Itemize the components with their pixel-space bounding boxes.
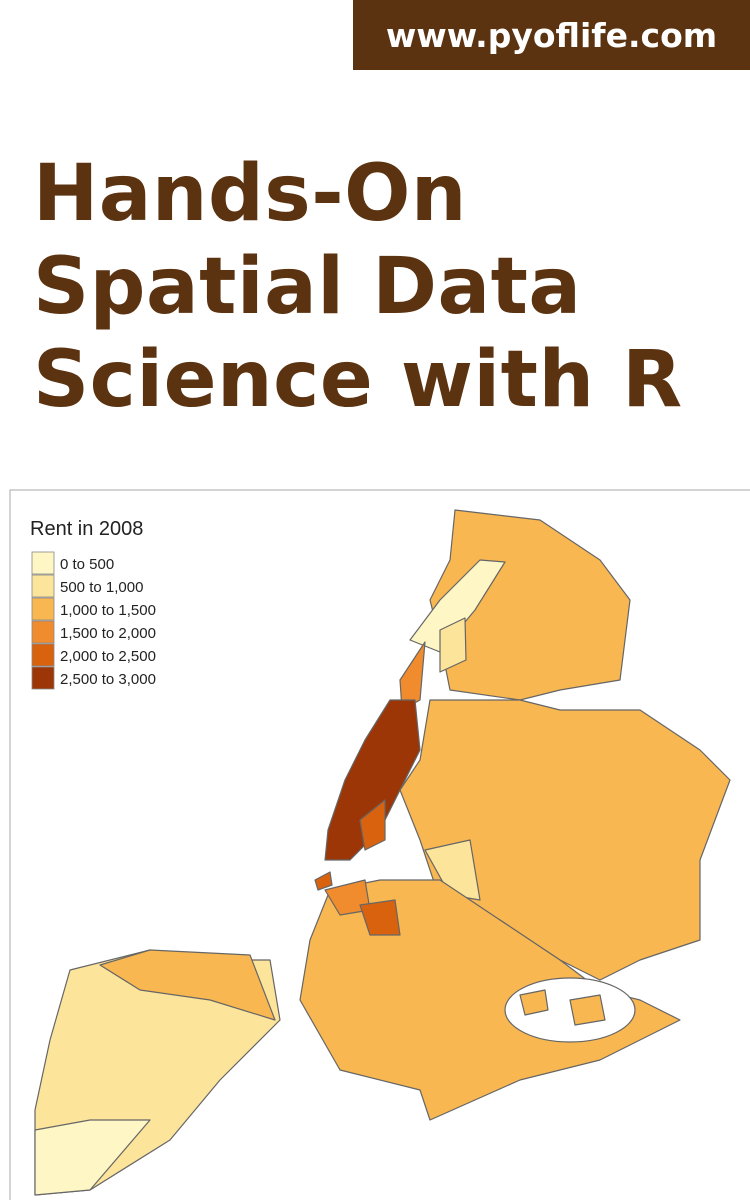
site-url: www.pyoflife.com — [353, 0, 750, 70]
region — [359, 899, 401, 936]
region — [439, 617, 467, 673]
legend-label: 0 to 500 — [60, 556, 114, 573]
legend-swatch — [31, 574, 55, 598]
region — [424, 839, 481, 901]
title-line: Spatial Data — [33, 242, 582, 332]
legend-swatch — [31, 620, 55, 644]
legend-swatch — [31, 551, 55, 575]
region — [314, 871, 333, 891]
legend-swatch — [31, 666, 55, 690]
legend-label: 500 to 1,000 — [60, 579, 143, 596]
legend-label: 2,500 to 3,000 — [60, 671, 156, 688]
legend-label: 1,000 to 1,500 — [60, 602, 156, 619]
legend-label: 1,500 to 2,000 — [60, 625, 156, 642]
region — [99, 949, 276, 1021]
region — [429, 509, 631, 701]
region — [34, 1119, 151, 1196]
title-line: Hands-On — [33, 149, 467, 239]
legend: 0 to 500 500 to 1,000 1,000 to 1,500 1,500 … — [31, 551, 156, 690]
legend-label: 2,000 to 2,500 — [60, 648, 156, 665]
region — [299, 879, 681, 1121]
legend-swatch — [31, 643, 55, 667]
region — [569, 994, 606, 1026]
boroughs — [34, 509, 731, 1196]
region — [519, 989, 549, 1016]
legend-title: Rent in 2008 — [30, 518, 143, 540]
title-line: Science with R — [33, 335, 683, 425]
legend-swatch — [31, 597, 55, 621]
title: Hands-On Spatial Data Science with R — [33, 148, 683, 427]
region — [359, 799, 386, 851]
region — [324, 699, 421, 861]
